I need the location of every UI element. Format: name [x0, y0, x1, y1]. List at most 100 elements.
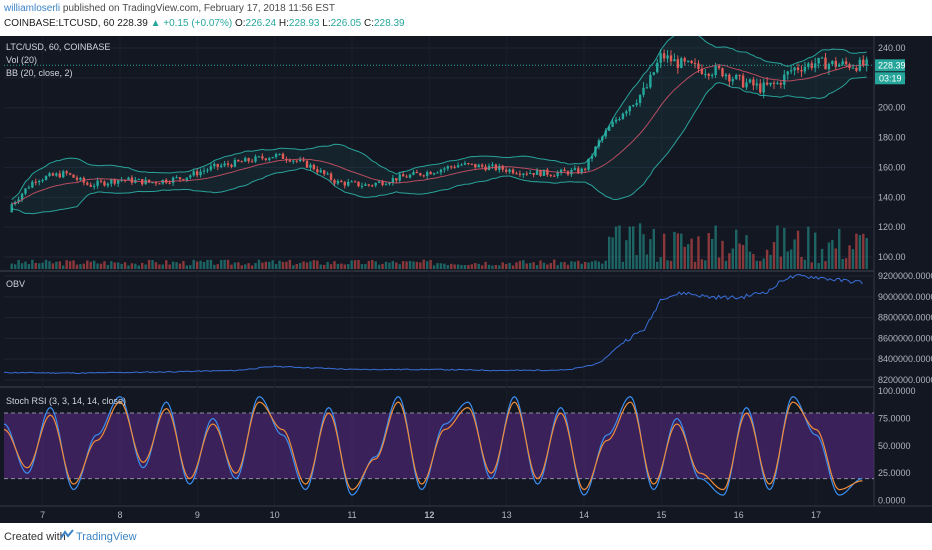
- candle-body: [271, 156, 274, 159]
- volume-bar: [487, 264, 491, 269]
- candle-body: [171, 177, 175, 183]
- volume-bar: [762, 258, 765, 269]
- volume-bar: [353, 260, 357, 269]
- volume-bar: [807, 226, 810, 269]
- volume-bar: [51, 263, 55, 269]
- volume-bar: [484, 261, 487, 269]
- stoch-rsi-label[interactable]: Stoch RSI (3, 3, 14, 14, close): [6, 396, 127, 406]
- volume-bar: [680, 233, 683, 269]
- volume-bar: [123, 262, 127, 269]
- candle-body: [745, 82, 748, 88]
- candle-body: [570, 169, 573, 175]
- volume-bar: [673, 231, 676, 269]
- candle-body: [659, 53, 662, 63]
- volume-bar: [724, 260, 728, 269]
- candle-body: [511, 169, 515, 174]
- volume-bar: [858, 235, 862, 269]
- obv-label[interactable]: OBV: [6, 279, 26, 289]
- candle-body: [594, 146, 597, 157]
- volume-bar: [89, 261, 92, 269]
- candle-body: [690, 60, 693, 64]
- candle-body: [254, 156, 257, 162]
- volume-bar: [151, 260, 154, 269]
- volume-bar: [360, 264, 364, 269]
- volume-bar: [79, 264, 82, 269]
- candle-body: [559, 169, 563, 173]
- high-value: 228.93: [288, 18, 320, 29]
- volume-bar: [68, 261, 72, 269]
- candle-body: [192, 171, 195, 176]
- candle-body: [405, 176, 408, 178]
- volume-bar: [261, 262, 264, 269]
- volume-bar: [625, 240, 628, 269]
- volume-bar: [553, 259, 556, 269]
- candle-body: [213, 163, 216, 167]
- close-value: 228.39: [374, 18, 405, 29]
- candle-body: [292, 160, 295, 162]
- candle-body: [295, 160, 298, 162]
- volume-bar: [213, 264, 216, 269]
- candle-body: [244, 158, 247, 162]
- volume-bar: [398, 264, 401, 269]
- candle-body: [58, 173, 62, 178]
- volume-bar: [374, 261, 377, 269]
- candle-body: [590, 156, 594, 159]
- volume-bar: [659, 257, 662, 269]
- candle-body: [535, 170, 539, 175]
- candle-body: [302, 159, 305, 161]
- volume-label[interactable]: Vol (20): [6, 55, 38, 65]
- tradingview-brand[interactable]: TradingView: [76, 531, 137, 543]
- volume-bar: [333, 261, 336, 269]
- volume-bar: [17, 259, 20, 269]
- candle-body: [48, 173, 51, 177]
- volume-bar: [824, 261, 827, 269]
- volume-bar: [175, 262, 178, 269]
- x-tick-label: 9: [195, 510, 200, 520]
- main-pane-title[interactable]: LTC/USD, 60, COINBASE: [6, 42, 111, 52]
- candle-body: [783, 74, 786, 85]
- volume-bar: [250, 265, 254, 269]
- volume-bar: [202, 262, 206, 269]
- candle-body: [261, 156, 264, 159]
- volume-bar: [635, 255, 638, 269]
- candle-body: [360, 185, 364, 187]
- volume-bar: [470, 264, 474, 269]
- candle-body: [350, 181, 353, 183]
- candle-body: [137, 179, 140, 181]
- volume-bar: [75, 264, 79, 269]
- volume-bar: [453, 264, 456, 269]
- volume-bar: [786, 251, 789, 269]
- stoch-y-tick-label: 25.0000: [878, 468, 911, 478]
- volume-bar: [480, 265, 484, 269]
- candle-body: [656, 62, 659, 73]
- volume-bar: [522, 260, 525, 269]
- candle-body: [168, 182, 171, 184]
- volume-bar: [587, 262, 590, 269]
- volume-bar: [477, 263, 480, 269]
- tradingview-logo-icon[interactable]: [60, 528, 74, 542]
- volume-bar: [120, 263, 123, 269]
- volume-bar: [686, 244, 690, 269]
- volume-bar: [377, 264, 381, 269]
- volume-bar: [580, 263, 583, 269]
- candle-body: [72, 174, 75, 178]
- volume-bar: [381, 263, 384, 269]
- chart-svg[interactable]: 240.00220.00200.00180.00160.00140.00120.…: [0, 36, 932, 523]
- volume-bar: [86, 260, 89, 269]
- volume-bar: [264, 261, 268, 269]
- bollinger-label[interactable]: BB (20, close, 2): [6, 68, 73, 78]
- candle-body: [103, 181, 106, 186]
- volume-bar: [735, 229, 738, 269]
- publisher-link[interactable]: williamloserli: [4, 3, 61, 14]
- candle-body: [415, 172, 419, 174]
- volume-bar: [412, 261, 415, 269]
- volume-bar: [649, 239, 652, 269]
- candle-body: [573, 168, 577, 170]
- candle-body: [398, 174, 401, 181]
- volume-bar: [638, 223, 642, 269]
- chart-area[interactable]: 240.00220.00200.00180.00160.00140.00120.…: [0, 36, 932, 523]
- candle-body: [305, 160, 309, 168]
- low-label: L:: [322, 18, 331, 29]
- candle-body: [199, 171, 202, 176]
- volume-bar: [92, 260, 96, 269]
